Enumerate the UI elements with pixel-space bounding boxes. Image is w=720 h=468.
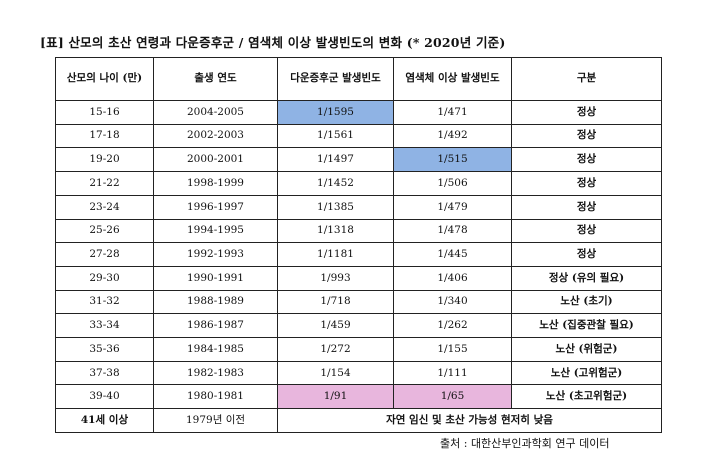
cell-chrom: 1/506 [393, 171, 512, 196]
cell-year: 2004-2005 [153, 100, 278, 125]
header-row: 산모의 나이 (만) 출생 연도 다운증후군 발생빈도 염색체 이상 발생빈도 … [55, 57, 662, 101]
header-category: 구분 [511, 57, 662, 101]
source-note: 출처 : 대한산부인과학회 연구 데이터 [440, 437, 610, 450]
cell-year: 1992-1993 [153, 242, 278, 267]
cell-chrom: 1/111 [393, 360, 512, 386]
cell-year: 1998-1999 [153, 171, 278, 196]
cell-category: 노산 (집중관찰 필요) [511, 313, 662, 339]
cell-category: 노산 (고위험군) [511, 360, 662, 386]
table-row: 29-30 1990-1991 1/993 1/406 정상 (유의 필요) [55, 265, 662, 291]
cell-down: 1/154 [277, 360, 394, 386]
cell-down: 1/993 [277, 265, 394, 291]
cell-chrom: 1/492 [393, 123, 512, 149]
cell-category: 정상 [511, 171, 662, 196]
cell-year: 1984-1985 [153, 337, 278, 362]
table-row: 15-16 2004-2005 1/1595 1/471 정상 [55, 100, 662, 125]
cell-age: 35-36 [55, 337, 154, 362]
table-row: 19-20 2000-2001 1/1497 1/515 정상 [55, 147, 662, 173]
cell-down: 1/91 [277, 384, 394, 410]
cell-category: 정상 [511, 242, 662, 267]
cell-age: 41세 이상 [55, 408, 154, 433]
table-row: 31-32 1988-1989 1/718 1/340 노산 (초기) [55, 289, 662, 315]
table-row: 37-38 1982-1983 1/154 1/111 노산 (고위험군) [55, 360, 662, 386]
cell-chrom: 1/65 [393, 384, 512, 410]
cell-age: 21-22 [55, 171, 154, 196]
cell-category: 정상 [511, 123, 662, 149]
cell-age: 33-34 [55, 313, 154, 339]
cell-age: 23-24 [55, 194, 154, 220]
cell-age: 27-28 [55, 242, 154, 267]
cell-down: 1/1181 [277, 242, 394, 267]
cell-category: 정상 [511, 100, 662, 125]
table-row: 23-24 1996-1997 1/1385 1/479 정상 [55, 194, 662, 220]
cell-category: 정상 [511, 218, 662, 244]
cell-age: 15-16 [55, 100, 154, 125]
cell-chrom: 1/262 [393, 313, 512, 339]
cell-age: 29-30 [55, 265, 154, 291]
cell-category: 노산 (위험군) [511, 337, 662, 362]
cell-year: 1988-1989 [153, 289, 278, 315]
cell-year: 1986-1987 [153, 313, 278, 339]
cell-age: 37-38 [55, 360, 154, 386]
table-row: 35-36 1984-1985 1/272 1/155 노산 (위험군) [55, 337, 662, 362]
table-row: 17-18 2002-2003 1/1561 1/492 정상 [55, 123, 662, 149]
cell-year: 1994-1995 [153, 218, 278, 244]
cell-age: 31-32 [55, 289, 154, 315]
header-age: 산모의 나이 (만) [55, 57, 154, 101]
cell-category: 노산 (초고위험군) [511, 384, 662, 410]
cell-down: 1/1452 [277, 171, 394, 196]
table-row: 39-40 1980-1981 1/91 1/65 노산 (초고위험군) [55, 384, 662, 410]
cell-year: 2000-2001 [153, 147, 278, 173]
cell-chrom: 1/515 [393, 147, 512, 173]
cell-chrom: 1/471 [393, 100, 512, 125]
cell-down: 1/1385 [277, 194, 394, 220]
cell-note: 자연 임신 및 초산 가능성 현저히 낮음 [277, 408, 662, 433]
cell-year: 1982-1983 [153, 360, 278, 386]
cell-chrom: 1/155 [393, 337, 512, 362]
cell-chrom: 1/340 [393, 289, 512, 315]
cell-down: 1/718 [277, 289, 394, 315]
cell-chrom: 1/445 [393, 242, 512, 267]
cell-age: 19-20 [55, 147, 154, 173]
cell-down: 1/1595 [277, 100, 394, 125]
cell-age: 25-26 [55, 218, 154, 244]
cell-down: 1/459 [277, 313, 394, 339]
cell-category: 정상 [511, 194, 662, 220]
cell-down: 1/1497 [277, 147, 394, 173]
header-birth-year: 출생 연도 [153, 57, 278, 101]
cell-down: 1/272 [277, 337, 394, 362]
table-row: 25-26 1994-1995 1/1318 1/478 정상 [55, 218, 662, 244]
cell-category: 정상 [511, 147, 662, 173]
cell-year: 1980-1981 [153, 384, 278, 410]
cell-category: 노산 (초기) [511, 289, 662, 315]
frequency-table: 산모의 나이 (만) 출생 연도 다운증후군 발생빈도 염색체 이상 발생빈도 … [55, 57, 662, 433]
cell-category: 정상 (유의 필요) [511, 265, 662, 291]
table-row: 21-22 1998-1999 1/1452 1/506 정상 [55, 171, 662, 196]
table-row: 33-34 1986-1987 1/459 1/262 노산 (집중관찰 필요) [55, 313, 662, 339]
cell-chrom: 1/406 [393, 265, 512, 291]
cell-chrom: 1/479 [393, 194, 512, 220]
cell-age: 39-40 [55, 384, 154, 410]
cell-chrom: 1/478 [393, 218, 512, 244]
cell-year: 1979년 이전 [153, 408, 278, 433]
cell-down: 1/1318 [277, 218, 394, 244]
table-caption: [표] 산모의 초산 연령과 다운증후군 / 염색체 이상 발생빈도의 변화 (… [40, 35, 506, 50]
cell-year: 2002-2003 [153, 123, 278, 149]
header-down-frequency: 다운증후군 발생빈도 [277, 57, 394, 101]
table-row: 27-28 1992-1993 1/1181 1/445 정상 [55, 242, 662, 267]
cell-age: 17-18 [55, 123, 154, 149]
table-row-last: 41세 이상 1979년 이전 자연 임신 및 초산 가능성 현저히 낮음 [55, 408, 662, 433]
cell-down: 1/1561 [277, 123, 394, 149]
cell-year: 1996-1997 [153, 194, 278, 220]
header-chromosome-frequency: 염색체 이상 발생빈도 [393, 57, 512, 101]
cell-year: 1990-1991 [153, 265, 278, 291]
